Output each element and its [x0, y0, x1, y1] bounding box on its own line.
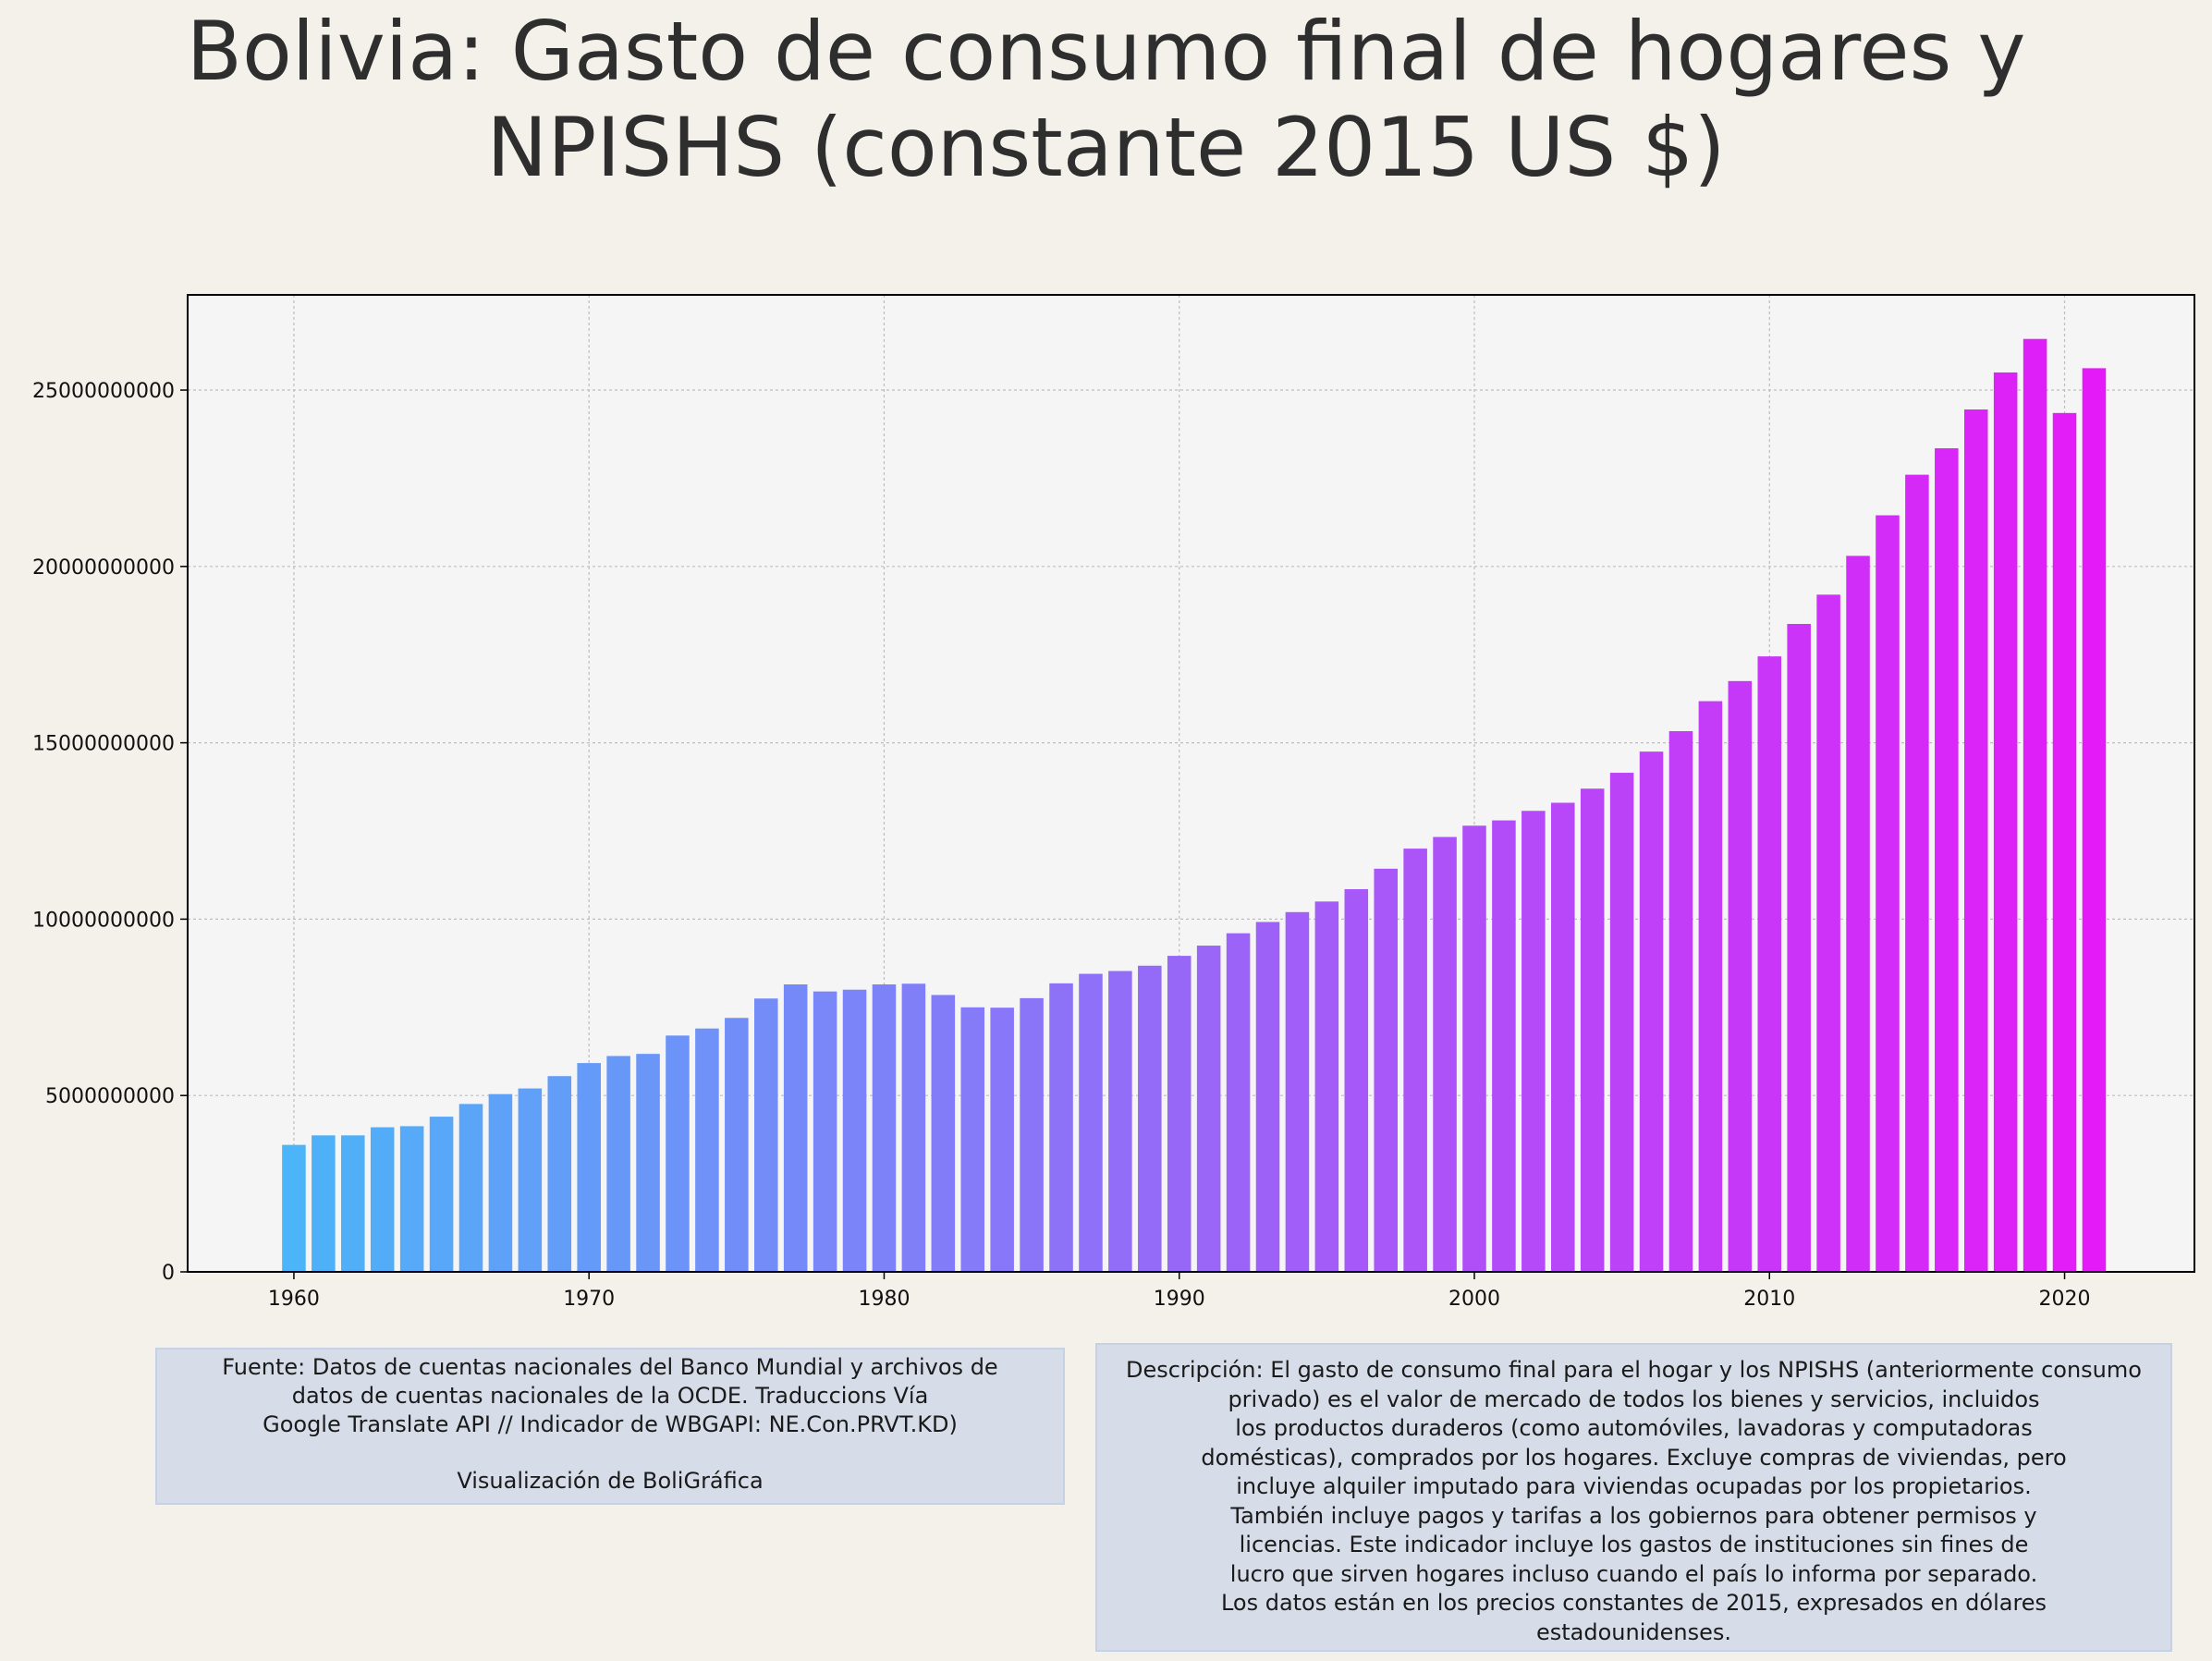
description-line-5: incluye alquiler imputado para viviendas…	[1236, 1473, 2032, 1499]
bar-1973	[666, 1035, 690, 1272]
chart-title-line-2: NPISHS (constante 2015 US $)	[486, 100, 1726, 195]
bar-1985	[1020, 997, 1044, 1272]
bar-1988	[1108, 971, 1132, 1272]
bar-2018	[1993, 372, 2018, 1272]
bar-1971	[606, 1056, 630, 1272]
bar-1960	[282, 1144, 306, 1272]
bar-1975	[725, 1018, 749, 1272]
bar-2005	[1609, 773, 1634, 1272]
bar-1983	[960, 1007, 985, 1272]
bar-1970	[577, 1063, 601, 1272]
bar-2007	[1668, 731, 1693, 1272]
bar-1982	[931, 995, 956, 1272]
bar-1998	[1403, 849, 1427, 1272]
description-line-9: Los datos están en los precios constante…	[1220, 1590, 2047, 1616]
bar-1966	[458, 1104, 483, 1272]
x-tick-label: 1970	[563, 1288, 615, 1311]
bar-1994	[1285, 911, 1310, 1272]
bar-1999	[1433, 837, 1457, 1272]
y-tick-label: 5000000000	[45, 1085, 175, 1108]
source-line-3: Google Translate API // Indicador de WBG…	[263, 1411, 958, 1437]
chart-title: Bolivia: Gasto de consumo final de hogar…	[0, 0, 2212, 196]
bar-1961	[312, 1135, 336, 1272]
x-tick-label: 1980	[858, 1288, 910, 1311]
y-axis: 0 5000000000 10000000000 15000000000 2000000…	[32, 380, 188, 1285]
bar-1992	[1226, 933, 1251, 1272]
description-line-4: domésticas), comprados por los hogares. …	[1201, 1444, 2067, 1471]
bar-1984	[990, 1008, 1014, 1272]
bar-2016	[1935, 447, 1959, 1272]
bar-1979	[842, 989, 867, 1272]
bar-1974	[695, 1028, 719, 1272]
x-tick-label: 1960	[268, 1288, 320, 1311]
bar-2004	[1580, 788, 1605, 1272]
description-line-8: lucro que sirven hogares incluso cuando …	[1229, 1560, 2038, 1587]
x-tick-label: 2020	[2039, 1288, 2091, 1311]
bar-1980	[872, 984, 897, 1272]
bar-1997	[1374, 868, 1398, 1272]
bar-2013	[1846, 556, 1870, 1272]
bar-1963	[370, 1127, 395, 1272]
description-line-1: Descripción: El gasto de consumo final p…	[1126, 1357, 2142, 1383]
bar-2002	[1522, 811, 1546, 1272]
bar-2020	[2052, 412, 2077, 1272]
bar-1965	[429, 1117, 454, 1272]
source-line-1: Fuente: Datos de cuentas nacionales del …	[222, 1354, 998, 1380]
bar-2008	[1698, 701, 1723, 1272]
description-line-7: licencias. Este indicador incluye los ga…	[1239, 1532, 2029, 1557]
description-line-6: También incluye pagos y tarifas a los go…	[1230, 1502, 2037, 1529]
bar-1981	[901, 983, 926, 1272]
bar-2019	[2023, 338, 2047, 1272]
bar-2012	[1816, 594, 1840, 1272]
bar-2003	[1551, 802, 1575, 1272]
description-line-2: privado) es el valor de mercado de todos…	[1228, 1386, 2040, 1412]
bar-1964	[399, 1126, 424, 1272]
source-credit: Visualización de BoliGráfica	[457, 1468, 764, 1494]
bar-2015	[1905, 474, 1929, 1272]
description-line-3: los productos duraderos (como automóvile…	[1235, 1415, 2033, 1441]
x-axis: 1960 1970 1980 1990 2000 2010 2020	[268, 1272, 2091, 1311]
source-note: Fuente: Datos de cuentas nacionales del …	[155, 1348, 1065, 1505]
bar-2006	[1639, 751, 1664, 1272]
bar-2000	[1462, 825, 1486, 1272]
bar-1991	[1196, 946, 1221, 1272]
description-line-10: estadounidenses.	[1535, 1618, 1731, 1645]
chart-title-line-1: Bolivia: Gasto de consumo final de hogar…	[186, 4, 2026, 99]
bar-2021	[2082, 368, 2107, 1273]
y-tick-label: 20000000000	[32, 556, 175, 580]
bar-2017	[1963, 409, 1988, 1272]
bar-1978	[813, 991, 837, 1272]
bar-1995	[1314, 901, 1339, 1272]
y-tick-label: 0	[162, 1262, 175, 1285]
bar-chart: 1960 1970 1980 1990 2000 2010 2020 0 5000000000…	[32, 294, 2195, 1311]
bar-2011	[1787, 624, 1811, 1272]
y-tick-label: 25000000000	[32, 380, 175, 403]
bar-1986	[1049, 983, 1073, 1272]
x-tick-label: 1990	[1154, 1288, 1205, 1311]
x-tick-label: 2000	[1448, 1288, 1500, 1311]
bar-1969	[547, 1076, 572, 1272]
y-tick-label: 15000000000	[32, 733, 175, 756]
bar-1996	[1344, 888, 1369, 1272]
bar-1990	[1167, 956, 1192, 1272]
bar-1977	[783, 984, 808, 1272]
bar-1967	[488, 1093, 513, 1272]
bar-2010	[1757, 656, 1782, 1272]
bar-1968	[518, 1088, 543, 1272]
bar-1972	[636, 1054, 660, 1272]
bar-2009	[1728, 680, 1753, 1272]
bar-1962	[341, 1135, 365, 1272]
x-tick-label: 2010	[1743, 1288, 1795, 1311]
plot-frame	[187, 294, 2195, 1273]
bar-2001	[1492, 820, 1516, 1272]
bar-1987	[1079, 973, 1103, 1272]
y-tick-label: 10000000000	[32, 909, 175, 932]
bars	[282, 338, 2107, 1273]
bar-1976	[753, 998, 778, 1272]
source-line-2: datos de cuentas nacionales de la OCDE. …	[291, 1383, 929, 1409]
bar-1993	[1255, 922, 1280, 1272]
bar-2014	[1876, 515, 1900, 1272]
bar-1989	[1138, 965, 1162, 1272]
description-note: Descripción: El gasto de consumo final p…	[1095, 1343, 2172, 1652]
